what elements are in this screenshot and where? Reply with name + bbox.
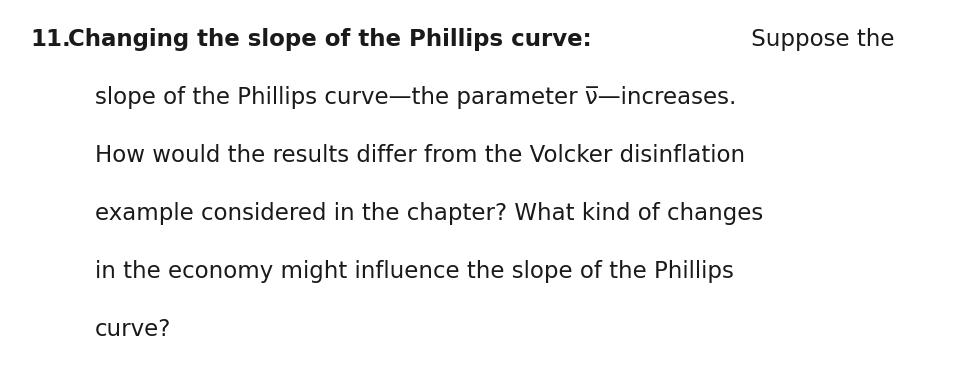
Text: 11.: 11. bbox=[30, 28, 70, 51]
Text: slope of the Phillips curve—the parameter ν̅—increases.: slope of the Phillips curve—the paramete… bbox=[95, 86, 736, 109]
Text: How would the results differ from the Volcker disinflation: How would the results differ from the Vo… bbox=[95, 144, 745, 167]
Text: Suppose the: Suppose the bbox=[744, 28, 894, 51]
Text: example considered in the chapter? What kind of changes: example considered in the chapter? What … bbox=[95, 202, 763, 225]
Text: Changing the slope of the Phillips curve:: Changing the slope of the Phillips curve… bbox=[68, 28, 591, 51]
Text: curve?: curve? bbox=[95, 318, 172, 341]
Text: in the economy might influence the slope of the Phillips: in the economy might influence the slope… bbox=[95, 260, 734, 283]
